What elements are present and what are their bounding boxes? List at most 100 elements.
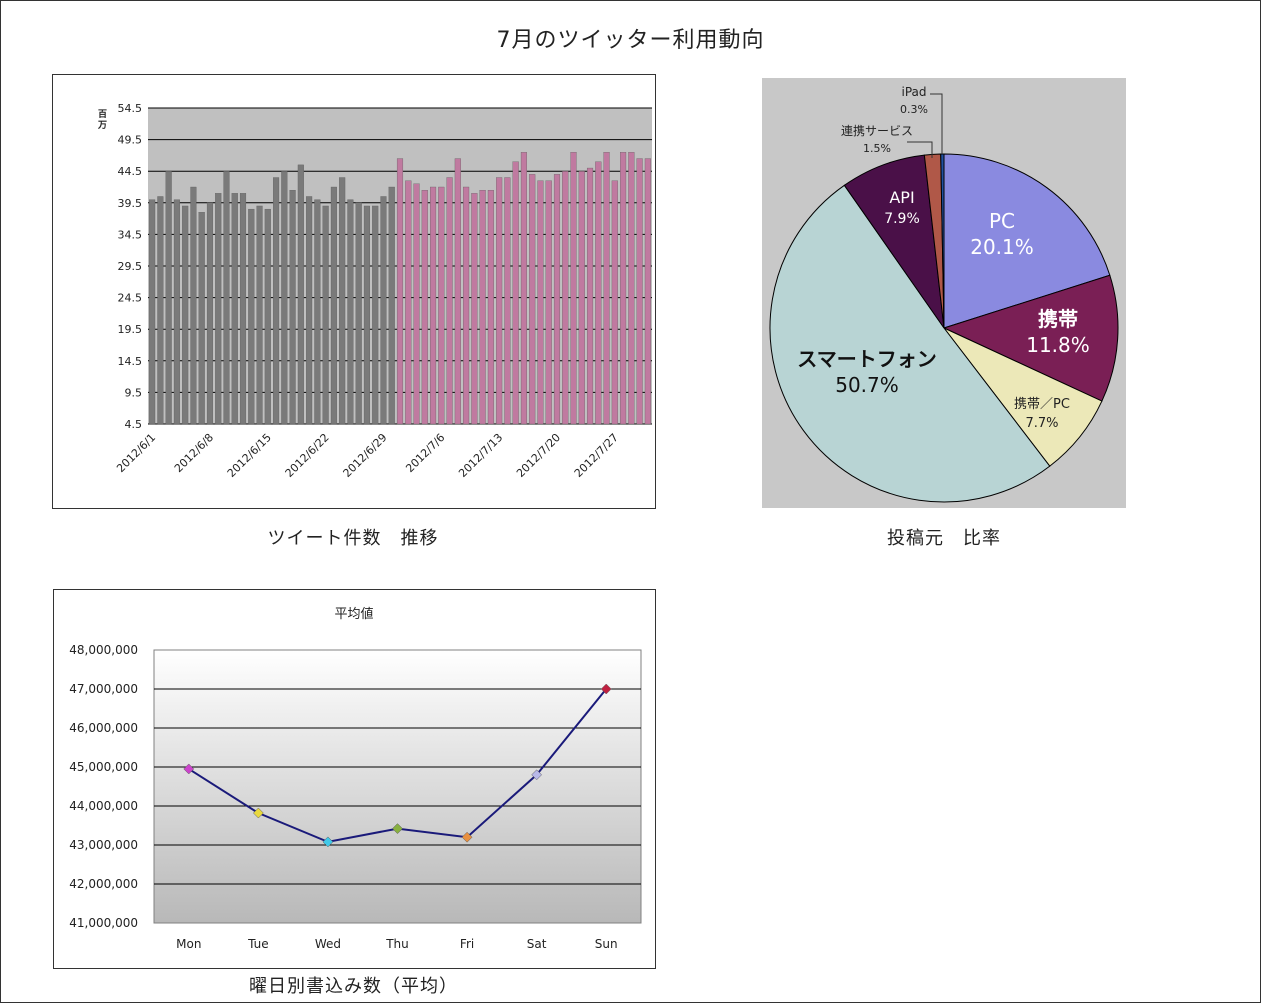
weekday-average-chart: 平均値 48,000,000 47,000,000 46,000,000 45,000,… (69, 606, 642, 951)
data-point (531, 769, 542, 781)
bar (603, 152, 610, 425)
y-unit-label: 百 (98, 109, 107, 120)
bar (256, 205, 263, 425)
x-tick-label: Sat (527, 937, 547, 951)
bar (446, 177, 453, 425)
bar (479, 190, 486, 425)
y-tick-label: 9.5 (125, 386, 143, 399)
y-tick-label: 45,000,000 (69, 760, 138, 774)
y-tick-label: 34.5 (118, 228, 143, 241)
post-source-caption: 投稿元 比率 (887, 528, 1001, 549)
bar (421, 190, 428, 425)
tweet-trend-chart: 4.5 9.5 14.5 19.5 24.5 29.5 34.5 39.5 44.5 49.5 54… (97, 102, 652, 480)
y-tick-label: 47,000,000 (69, 682, 138, 696)
slice-label: iPad (901, 85, 926, 99)
data-point (253, 807, 264, 819)
y-tick-label: 48,000,000 (69, 643, 138, 657)
x-tick-label: 2012/7/6 (403, 431, 447, 475)
bar (553, 174, 561, 425)
y-tick-label: 49.5 (118, 134, 143, 147)
y-tick-label: 44.5 (118, 165, 143, 178)
bar (620, 152, 627, 425)
x-tick-label: 2012/6/22 (283, 431, 332, 480)
data-point (461, 831, 473, 843)
bar (355, 202, 362, 425)
x-tick-label: Mon (176, 937, 201, 951)
plot-area (153, 649, 642, 924)
bar (562, 171, 569, 425)
bar (512, 161, 519, 425)
leader-line (930, 93, 943, 154)
bar (239, 193, 247, 425)
bar (430, 186, 437, 425)
bar (347, 199, 354, 425)
bar (413, 183, 420, 425)
x-tick-label: 2012/6/29 (341, 431, 390, 480)
x-tick-label: Thu (385, 937, 409, 951)
weekday-caption: 曜日別書込み数（平均） (249, 976, 458, 997)
bar (231, 193, 238, 425)
tweet-trend-chart-panel: 4.5 9.5 14.5 19.5 24.5 29.5 34.5 39.5 44.5 49.5 54… (52, 74, 656, 509)
bar (471, 193, 478, 425)
slice-percent: 20.1% (970, 235, 1034, 259)
weekday-average-chart-panel: 平均値 48,000,000 47,000,000 46,000,000 45,000,… (53, 589, 656, 969)
y-tick-label: 44,000,000 (69, 799, 138, 813)
y-tick-label: 42,000,000 (69, 877, 138, 891)
bar (215, 193, 222, 425)
bar (487, 190, 494, 425)
x-tick-label: 2012/6/1 (114, 431, 158, 475)
y-tick-label: 43,000,000 (69, 838, 138, 852)
pie-slice (940, 153, 945, 329)
data-point (392, 823, 403, 834)
bar (314, 199, 321, 425)
bar (628, 152, 635, 425)
bar (372, 205, 379, 425)
slice-percent: 0.3% (900, 103, 928, 116)
x-tick-label: 2012/7/27 (572, 431, 621, 480)
y-tick-label: 19.5 (118, 323, 143, 336)
bar (529, 174, 536, 425)
bar (454, 158, 461, 425)
pie-slice (769, 184, 1051, 503)
bar (504, 177, 511, 425)
slice-percent: 7.7% (1025, 416, 1058, 431)
bar (537, 180, 544, 425)
y-tick-label: 14.5 (118, 355, 143, 368)
leader-line (907, 141, 933, 158)
bar (570, 152, 577, 425)
x-tick-label: Wed (315, 937, 341, 951)
x-tick-label: Tue (247, 937, 269, 951)
bar (586, 167, 594, 425)
slice-percent: 50.7% (835, 373, 899, 397)
bar (157, 196, 164, 425)
bar (644, 158, 651, 425)
slice-label: PC (989, 209, 1015, 233)
x-tick-label: 2012/7/20 (514, 431, 563, 480)
y-tick-label: 24.5 (118, 292, 143, 305)
data-point (322, 836, 334, 848)
bar (363, 205, 370, 425)
bar (636, 158, 643, 425)
bar (520, 152, 527, 425)
slice-percent: 1.5% (863, 142, 891, 155)
data-point (183, 763, 195, 775)
bar (322, 205, 329, 425)
slice-label: API (889, 188, 914, 207)
bar (273, 177, 280, 425)
y-tick-label: 29.5 (118, 260, 143, 273)
slice-label: スマートフォン (797, 347, 936, 371)
slice-percent: 11.8% (1026, 333, 1090, 357)
x-tick-label: 2012/6/15 (225, 431, 274, 480)
bar (396, 158, 404, 425)
bar (149, 199, 156, 425)
y-tick-label: 46,000,000 (69, 721, 138, 735)
bar (438, 186, 445, 425)
bar (388, 186, 395, 425)
page-title: 7月のツイッター利用動向 (496, 28, 765, 53)
bar (545, 180, 552, 425)
bar (611, 180, 618, 425)
slice-label: 携帯 (1038, 307, 1078, 331)
bar (595, 161, 602, 425)
bar (463, 186, 470, 425)
